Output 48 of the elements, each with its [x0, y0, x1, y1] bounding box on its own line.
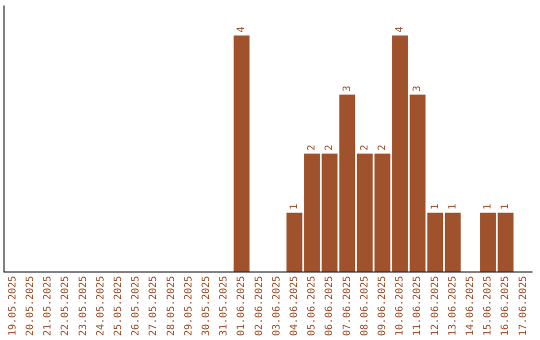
x-tick-label: 14.06.2025 — [464, 276, 476, 336]
x-tick-label: 29.05.2025 — [183, 276, 194, 336]
data-label: 1 — [288, 204, 300, 210]
x-tick-label: 08.06.2025 — [359, 276, 370, 336]
bar — [444, 212, 461, 272]
data-label: 2 — [324, 144, 336, 151]
x-tick-label: 04.06.2025 — [288, 276, 300, 336]
x-tick-label: 23.05.2025 — [78, 276, 89, 336]
x-tick-label: 17.06.2025 — [518, 276, 529, 336]
x-tick-label: 25.05.2025 — [112, 276, 124, 336]
x-tick-label: 07.06.2025 — [342, 276, 353, 336]
x-tick-label: 24.05.2025 — [95, 276, 106, 336]
x-tick-label: 03.06.2025 — [271, 276, 282, 336]
data-label: 1 — [500, 204, 512, 210]
bar — [234, 36, 250, 272]
data-label: 2 — [359, 144, 370, 151]
bar — [356, 154, 373, 272]
x-tick-label: 12.06.2025 — [430, 276, 441, 336]
data-label: 1 — [447, 204, 458, 210]
bar — [339, 94, 356, 272]
data-label: 3 — [342, 86, 353, 92]
x-tick-label: 10.06.2025 — [394, 276, 406, 336]
x-tick-label: 06.06.2025 — [324, 276, 336, 336]
x-tick-label: 27.05.2025 — [148, 276, 160, 336]
x-tick-label: 09.06.2025 — [376, 276, 388, 336]
x-tick-label: 05.06.2025 — [306, 276, 318, 336]
x-tick-label: 15.06.2025 — [482, 276, 494, 336]
x-tick-label: 28.05.2025 — [166, 276, 177, 336]
x-tick-label: 20.05.2025 — [24, 276, 36, 336]
x-tick-label: 11.06.2025 — [412, 276, 424, 336]
x-tick-label: 30.05.2025 — [200, 276, 212, 336]
x-tick-label: 22.05.2025 — [60, 276, 72, 336]
data-label: 2 — [376, 144, 388, 151]
data-label: 4 — [394, 26, 406, 33]
x-tick-label: 13.06.2025 — [447, 276, 458, 336]
data-label: 2 — [306, 144, 318, 151]
x-tick-label: 01.06.2025 — [236, 276, 248, 336]
x-tick-label: 02.06.2025 — [254, 276, 265, 336]
data-label: 3 — [412, 86, 424, 92]
data-label: 1 — [482, 204, 494, 210]
x-tick-label: 19.05.2025 — [7, 276, 18, 336]
x-tick-label: 26.05.2025 — [130, 276, 142, 336]
x-tick-label: 21.05.2025 — [42, 276, 54, 336]
bar — [427, 212, 444, 272]
data-label: 4 — [236, 26, 248, 33]
x-tick-label: 16.06.2025 — [500, 276, 512, 336]
x-tick-label: 31.05.2025 — [218, 276, 230, 336]
data-label: 1 — [430, 204, 441, 210]
